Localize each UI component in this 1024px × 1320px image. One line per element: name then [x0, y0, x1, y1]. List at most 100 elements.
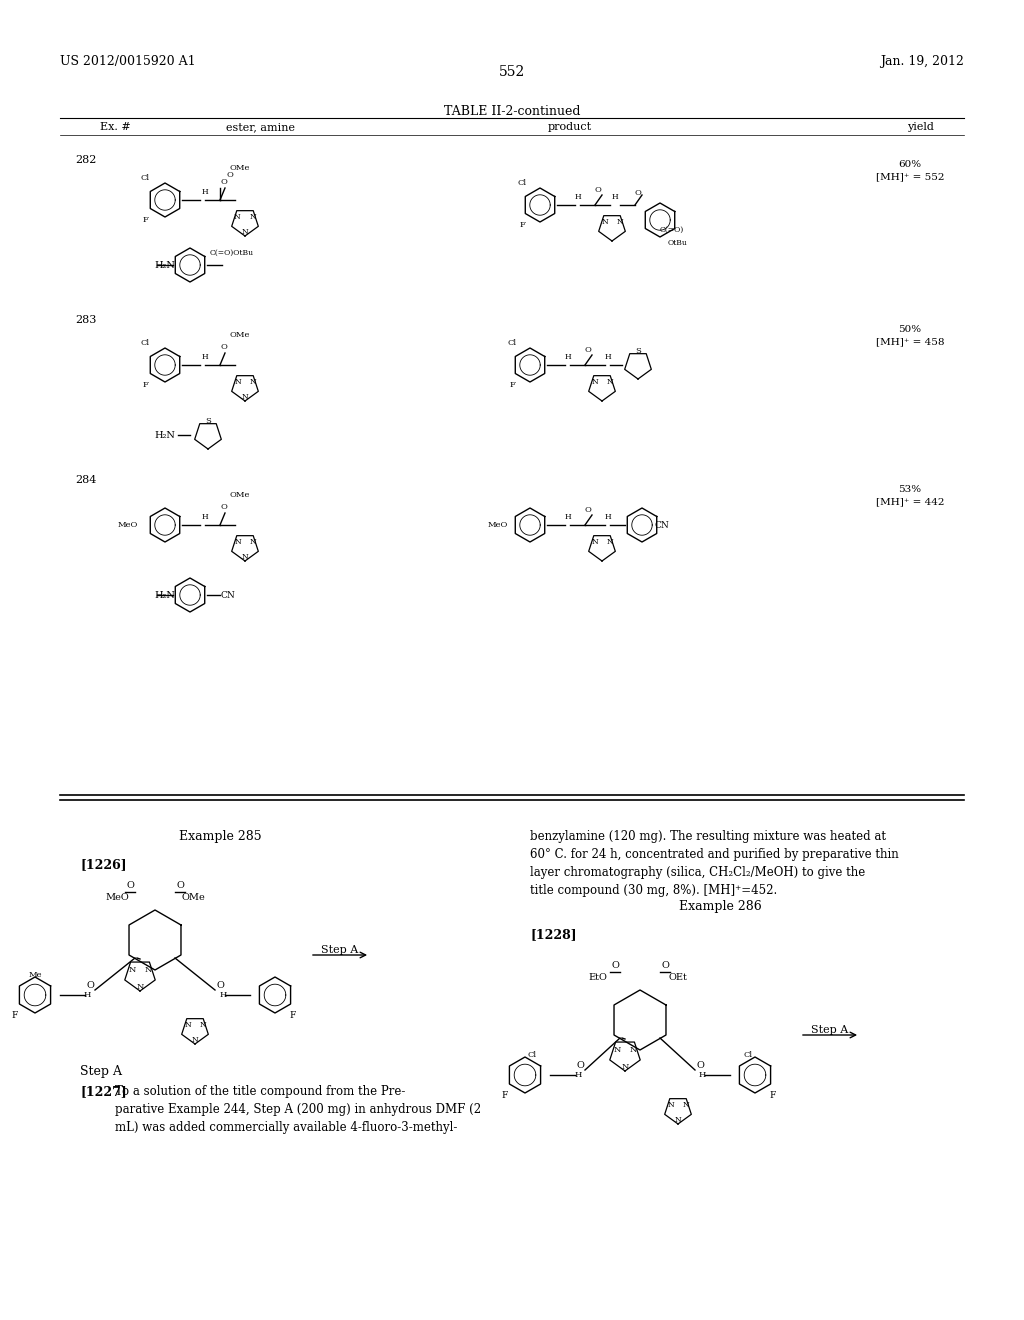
Text: N: N [250, 539, 256, 546]
Text: N: N [136, 983, 143, 991]
Text: H: H [611, 193, 618, 201]
Text: OMe: OMe [229, 331, 250, 339]
Text: Step A: Step A [80, 1065, 122, 1078]
Text: CN: CN [220, 590, 236, 599]
Text: H: H [574, 1071, 582, 1078]
Text: OMe: OMe [229, 164, 250, 172]
Text: N: N [683, 1101, 689, 1109]
Text: Me: Me [29, 972, 42, 979]
Text: [1227]: [1227] [80, 1085, 127, 1098]
Text: 60%
[MH]⁺ = 552: 60% [MH]⁺ = 552 [876, 160, 944, 181]
Text: [1226]: [1226] [80, 858, 127, 871]
Text: 282: 282 [75, 154, 96, 165]
Text: N: N [128, 966, 136, 974]
Text: N: N [616, 218, 624, 226]
Text: Example 285: Example 285 [178, 830, 261, 843]
Text: H₂N: H₂N [155, 260, 175, 269]
Text: Cl: Cl [743, 1051, 753, 1059]
Text: N: N [191, 1036, 199, 1044]
Text: C(=O): C(=O) [659, 226, 684, 234]
Text: EtO: EtO [589, 973, 607, 982]
Text: O: O [226, 172, 233, 180]
Text: F: F [770, 1090, 776, 1100]
Text: O: O [577, 1060, 584, 1069]
Text: Step A: Step A [811, 1026, 849, 1035]
Text: OtBu: OtBu [668, 239, 688, 247]
Text: F: F [12, 1011, 18, 1019]
Text: S: S [205, 417, 211, 425]
Text: MeO: MeO [118, 521, 138, 529]
Text: H: H [219, 991, 226, 999]
Text: N: N [613, 1045, 621, 1053]
Text: C(=O)OtBu: C(=O)OtBu [210, 249, 254, 257]
Text: 50%
[MH]⁺ = 458: 50% [MH]⁺ = 458 [876, 325, 944, 346]
Text: N: N [592, 378, 598, 385]
Text: 283: 283 [75, 315, 96, 325]
Text: MeO: MeO [105, 892, 129, 902]
Text: O: O [220, 343, 227, 351]
Text: N: N [242, 228, 249, 236]
Text: O: O [220, 178, 227, 186]
Text: Cl: Cl [508, 339, 516, 347]
Text: N: N [675, 1115, 681, 1125]
Text: N: N [234, 378, 242, 385]
Text: O: O [126, 880, 134, 890]
Text: N: N [200, 1020, 207, 1030]
Text: F: F [142, 381, 147, 389]
Text: Cl: Cl [140, 339, 150, 347]
Text: N: N [630, 1045, 637, 1053]
Text: O: O [611, 961, 618, 969]
Text: Jan. 19, 2012: Jan. 19, 2012 [880, 55, 964, 69]
Text: O: O [176, 880, 184, 890]
Text: [1228]: [1228] [530, 928, 577, 941]
Text: OMe: OMe [229, 491, 250, 499]
Text: N: N [668, 1101, 675, 1109]
Text: product: product [548, 121, 592, 132]
Text: H: H [564, 352, 571, 360]
Text: H₂N: H₂N [155, 590, 175, 599]
Text: Cl: Cl [527, 1051, 537, 1059]
Text: benzylamine (120 mg). The resulting mixture was heated at
60° C. for 24 h, conce: benzylamine (120 mg). The resulting mixt… [530, 830, 899, 898]
Text: Cl: Cl [140, 174, 150, 182]
Text: H: H [83, 991, 91, 999]
Text: F: F [290, 1011, 296, 1019]
Text: Example 286: Example 286 [679, 900, 762, 913]
Text: O: O [585, 346, 592, 354]
Text: US 2012/0015920 A1: US 2012/0015920 A1 [60, 55, 196, 69]
Text: H: H [564, 513, 571, 521]
Text: N: N [602, 218, 608, 226]
Text: yield: yield [906, 121, 934, 132]
Text: F: F [502, 1090, 508, 1100]
Text: N: N [242, 393, 249, 401]
Text: N: N [233, 213, 241, 220]
Text: O: O [696, 1060, 703, 1069]
Text: MeO: MeO [487, 521, 508, 529]
Text: H: H [698, 1071, 706, 1078]
Text: H₂N: H₂N [155, 430, 175, 440]
Text: OMe: OMe [181, 892, 205, 902]
Text: ester, amine: ester, amine [225, 121, 295, 132]
Text: 53%
[MH]⁺ = 442: 53% [MH]⁺ = 442 [876, 484, 944, 506]
Text: N: N [184, 1020, 191, 1030]
Text: H: H [605, 352, 611, 360]
Text: N: N [592, 539, 598, 546]
Text: 284: 284 [75, 475, 96, 484]
Text: F: F [519, 220, 525, 228]
Text: S: S [635, 347, 641, 355]
Text: TABLE II-2-continued: TABLE II-2-continued [443, 106, 581, 117]
Text: H: H [605, 513, 611, 521]
Text: F: F [509, 381, 515, 389]
Text: N: N [234, 539, 242, 546]
Text: O: O [220, 503, 227, 511]
Text: N: N [250, 378, 256, 385]
Text: Step A: Step A [322, 945, 358, 954]
Text: N: N [250, 213, 256, 220]
Text: O: O [595, 186, 601, 194]
Text: O: O [662, 961, 669, 969]
Text: N: N [622, 1063, 629, 1071]
Text: H: H [574, 193, 582, 201]
Text: Ex. #: Ex. # [100, 121, 131, 132]
Text: O: O [216, 981, 224, 990]
Text: F: F [142, 216, 147, 224]
Text: O: O [585, 506, 592, 513]
